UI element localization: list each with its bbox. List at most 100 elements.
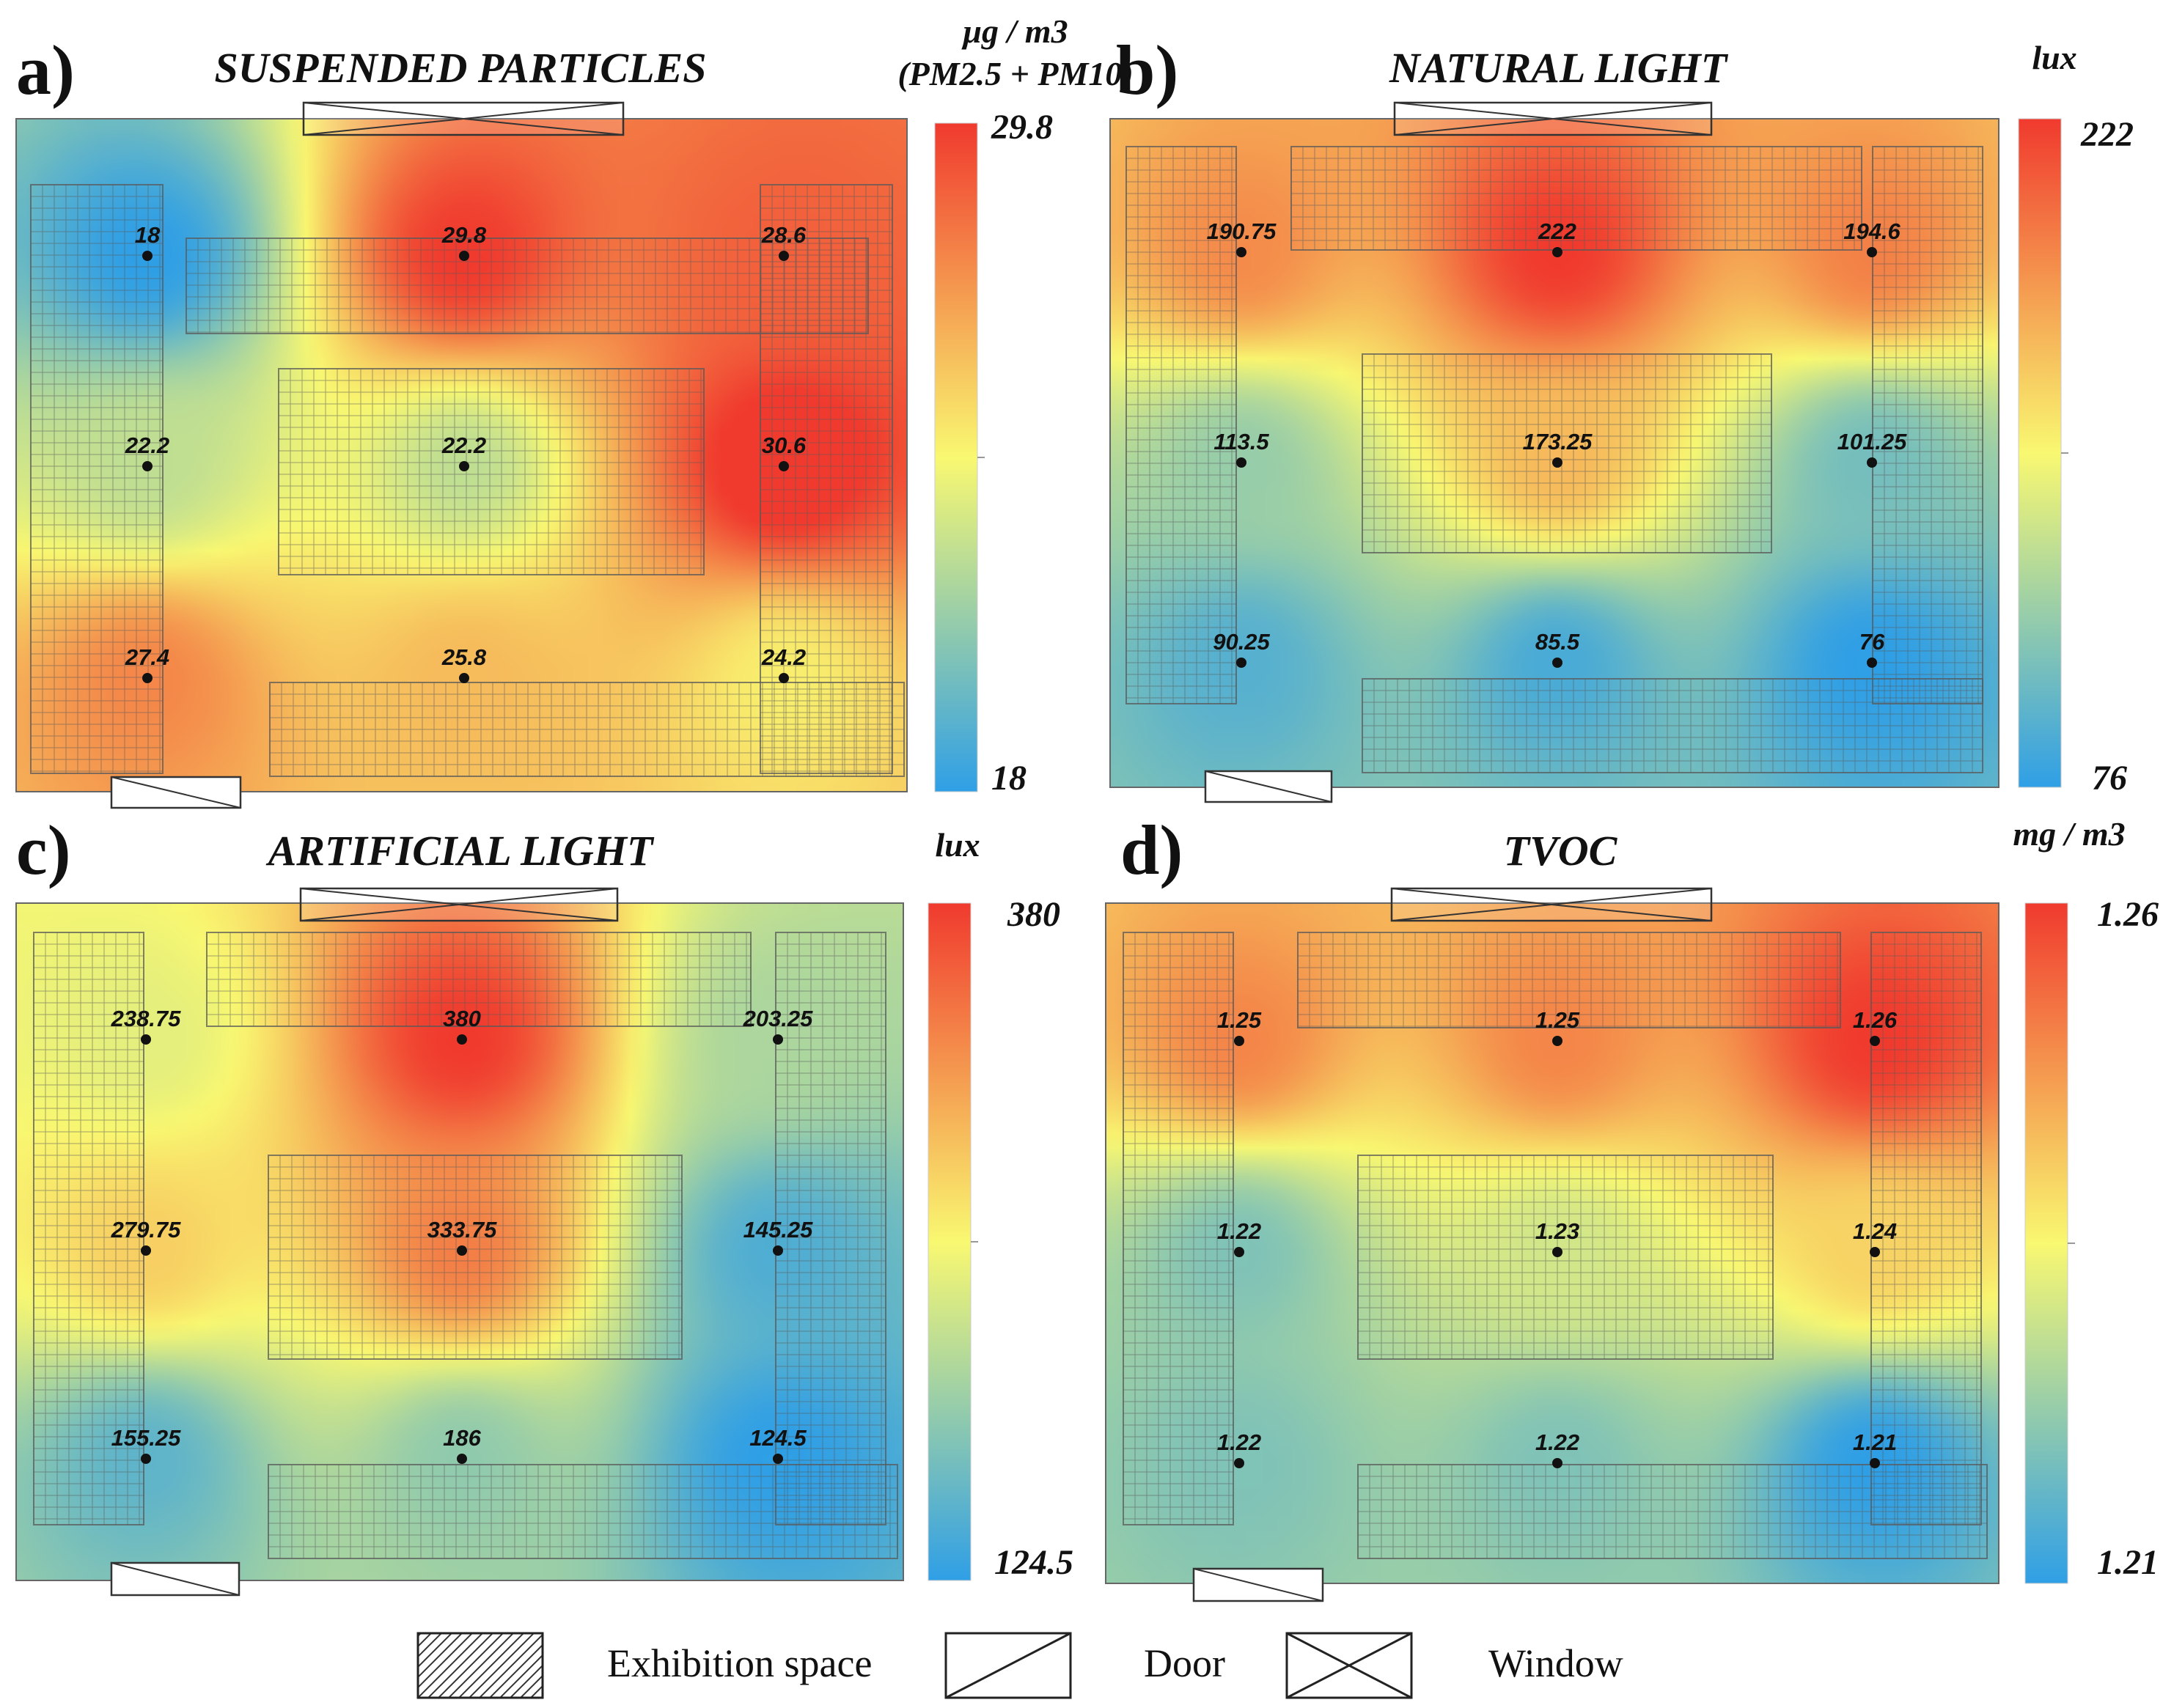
window-icon <box>302 101 625 136</box>
measurement-point <box>773 1245 783 1256</box>
colorbar-min-label: 76 <box>2092 759 2127 798</box>
exhibition-space-legend-icon <box>416 1632 544 1699</box>
exhibition-space-left <box>30 184 164 774</box>
measurement-point <box>773 1454 783 1464</box>
measurement-point <box>1552 1247 1562 1257</box>
measurement-point <box>1867 247 1877 257</box>
exhibition-space-left <box>1123 932 1234 1525</box>
exhibition-space-top <box>186 238 869 334</box>
colorbar-max-label: 380 <box>1007 895 1060 934</box>
measurement-point <box>459 673 469 683</box>
point-value-label: 238.75 <box>111 1006 181 1031</box>
panel-tag: a) <box>16 31 75 109</box>
exhibition-space-center <box>268 1155 683 1360</box>
point-value-label: 1.22 <box>1216 1429 1262 1455</box>
point-value-label: 1.26 <box>1852 1007 1898 1033</box>
point-value-label: 124.5 <box>749 1425 807 1451</box>
measurement-point <box>1234 1458 1244 1468</box>
measurement-point <box>1870 1458 1880 1468</box>
legend-symbols <box>416 1632 1413 1699</box>
point-value-label: 333.75 <box>427 1217 497 1243</box>
exhibition-space-right <box>760 184 893 774</box>
door-label: Door <box>1144 1641 1225 1685</box>
point-value-label: 1.21 <box>1852 1429 1898 1455</box>
panel-tag: b) <box>1116 31 1179 109</box>
heatmap-field <box>16 903 903 1580</box>
measurement-point <box>1867 658 1877 668</box>
point-value-label: 145.25 <box>743 1217 813 1243</box>
colorbar-max-label: 29.8 <box>991 108 1053 147</box>
heatmap-field <box>1106 903 1999 1583</box>
door-icon <box>110 776 242 809</box>
point-value-label: 90.25 <box>1213 629 1270 655</box>
measurement-point <box>141 1245 151 1256</box>
exhibition-space-bottom <box>269 682 905 777</box>
point-value-label: 279.75 <box>111 1217 181 1243</box>
point-value-label: 186 <box>443 1425 481 1451</box>
window-label: Window <box>1488 1641 1623 1685</box>
point-value-label: 113.5 <box>1213 429 1269 454</box>
exhibition-space-left <box>1125 146 1237 704</box>
chart-title: NATURAL LIGHT <box>1389 44 1727 92</box>
measurement-point <box>459 461 469 471</box>
measurement-point <box>779 251 789 261</box>
door-icon <box>110 1561 240 1597</box>
measurement-point <box>1870 1247 1880 1257</box>
colorbar <box>2018 118 2062 788</box>
colorbar-unit: lux <box>935 826 980 864</box>
exhibition-space-right <box>775 932 886 1525</box>
measurement-point <box>459 251 469 261</box>
measurement-point <box>457 1454 467 1464</box>
measurement-point <box>1552 658 1562 668</box>
point-value-label: 24.2 <box>761 644 807 670</box>
colorbar-unit-subtitle: (PM2.5 + PM10) <box>897 55 1134 92</box>
point-value-label: 85.5 <box>1535 629 1580 655</box>
point-value-label: 203.25 <box>743 1006 813 1031</box>
door-icon <box>1204 770 1333 803</box>
measurement-point <box>141 1034 151 1045</box>
point-value-label: 1.22 <box>1216 1218 1262 1244</box>
measurement-point <box>142 673 153 683</box>
measurement-point <box>1236 247 1246 257</box>
point-value-label: 1.22 <box>1535 1429 1580 1455</box>
exhibition-space-right <box>1870 932 1982 1525</box>
measurement-point <box>457 1034 467 1045</box>
exhibition-space-top <box>1297 932 1841 1028</box>
point-value-label: 194.6 <box>1843 218 1901 244</box>
measurement-point <box>457 1245 467 1256</box>
measurement-point <box>1234 1247 1244 1257</box>
window-icon <box>299 887 619 922</box>
figure-legend: Exhibition space Door Window <box>0 1613 2174 1708</box>
exhibition-space-bottom <box>1357 1464 1988 1559</box>
measurement-point <box>1552 1458 1562 1468</box>
door-legend-icon <box>944 1632 1072 1699</box>
point-value-label: 22.2 <box>125 432 170 458</box>
measurement-point <box>1552 457 1562 468</box>
colorbar-max-label: 1.26 <box>2097 895 2159 934</box>
measurement-point <box>1234 1036 1244 1046</box>
exhibition-space-right <box>1872 146 1983 704</box>
point-value-label: 76 <box>1859 629 1885 655</box>
measurement-point <box>1236 457 1246 468</box>
colorbar <box>928 902 972 1581</box>
exhibition-space-left <box>33 932 144 1525</box>
point-value-label: 25.8 <box>441 644 487 670</box>
panel-tag: d) <box>1120 811 1183 889</box>
measurement-point <box>779 461 789 471</box>
colorbar-unit: lux <box>2032 39 2077 76</box>
window-icon <box>1393 101 1713 136</box>
colorbar-unit: mg / m3 <box>2013 815 2126 853</box>
chart-title: ARTIFICIAL LIGHT <box>268 827 653 875</box>
heatmap-field <box>1110 119 1999 787</box>
point-value-label: 1.25 <box>1216 1007 1262 1033</box>
door-icon <box>1192 1567 1324 1602</box>
point-value-label: 101.25 <box>1837 429 1907 454</box>
exhibition-space-label: Exhibition space <box>607 1641 873 1685</box>
point-value-label: 28.6 <box>761 222 807 248</box>
measurement-point <box>141 1454 151 1464</box>
window-legend-icon <box>1285 1632 1413 1699</box>
chart-title: TVOC <box>1503 827 1617 875</box>
